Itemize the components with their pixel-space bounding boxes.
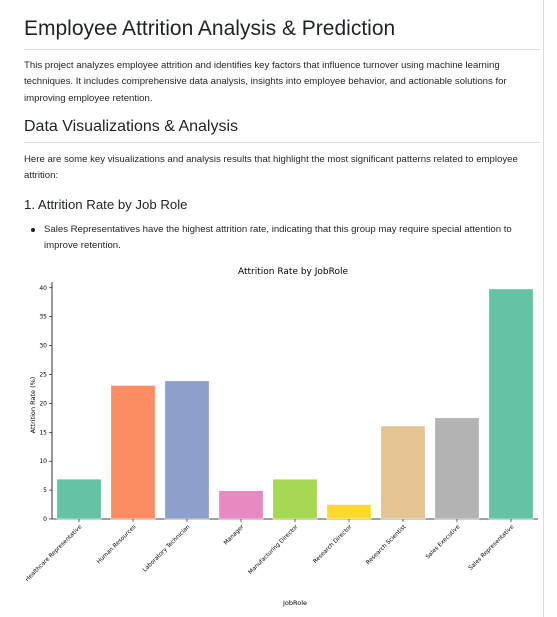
bar-sales-representative [488, 288, 534, 520]
x-tick-label: Sales Executive [425, 524, 462, 561]
page-title: Employee Attrition Analysis & Prediction [24, 14, 540, 50]
y-tick-label: 5 [43, 487, 47, 494]
bar-healthcare-representative [56, 478, 102, 520]
bar-manager [218, 490, 264, 520]
y-tick-label: 15 [39, 429, 47, 436]
subsection-heading: 1. Attrition Rate by Job Role [24, 197, 188, 212]
bar-research-scientist [380, 425, 426, 520]
x-tick-label: Sales Representative [468, 524, 516, 572]
section-heading: Data Visualizations & Analysis [24, 115, 540, 143]
page-right-border [543, 0, 544, 617]
bar-sales-executive [434, 417, 480, 520]
chart-plot-area: 0 5 10 15 20 25 30 35 40 Healthcare Representativ… [26, 282, 538, 583]
attrition-by-jobrole-chart: Attrition Rate by JobRole Attrition Rate… [26, 267, 538, 607]
bullet-icon [31, 228, 35, 232]
x-tick-label: Manager [223, 524, 246, 547]
bar-research-director [326, 504, 372, 520]
y-tick-label: 25 [39, 371, 47, 378]
x-tick-label: Healthcare Representative [26, 524, 84, 583]
x-tick-label: Manufacturing Director [248, 524, 300, 576]
x-tick-label: Research Director [313, 524, 354, 565]
list-item-text: Sales Representatives have the highest a… [44, 224, 512, 252]
section-intro-paragraph: Here are some key visualizations and ana… [24, 154, 518, 182]
x-tick-label: Laboratory Technician [142, 524, 192, 574]
x-tick-label: Human Resources [96, 524, 137, 565]
y-tick-label: 30 [39, 343, 47, 350]
y-tick-label: 10 [39, 458, 47, 465]
x-tick-label: Research Scientist [365, 524, 407, 566]
y-axis-label: Attrition Rate (%) [29, 377, 37, 434]
bar-manufacturing-director [272, 478, 318, 520]
y-tick-label: 0 [43, 516, 47, 523]
insight-list: Sales Representatives have the highest a… [24, 222, 540, 255]
y-tick-label: 35 [39, 314, 47, 321]
y-tick-label: 20 [39, 400, 47, 407]
intro-paragraph: This project analyzes employee attrition… [24, 60, 507, 104]
y-tick-label: 40 [39, 285, 47, 292]
bar-laboratory-technician [164, 380, 210, 520]
chart-title: Attrition Rate by JobRole [238, 267, 348, 277]
list-item: Sales Representatives have the highest a… [24, 222, 540, 255]
bar-human-resources [110, 385, 156, 520]
x-axis-label: JobRole [282, 599, 307, 607]
